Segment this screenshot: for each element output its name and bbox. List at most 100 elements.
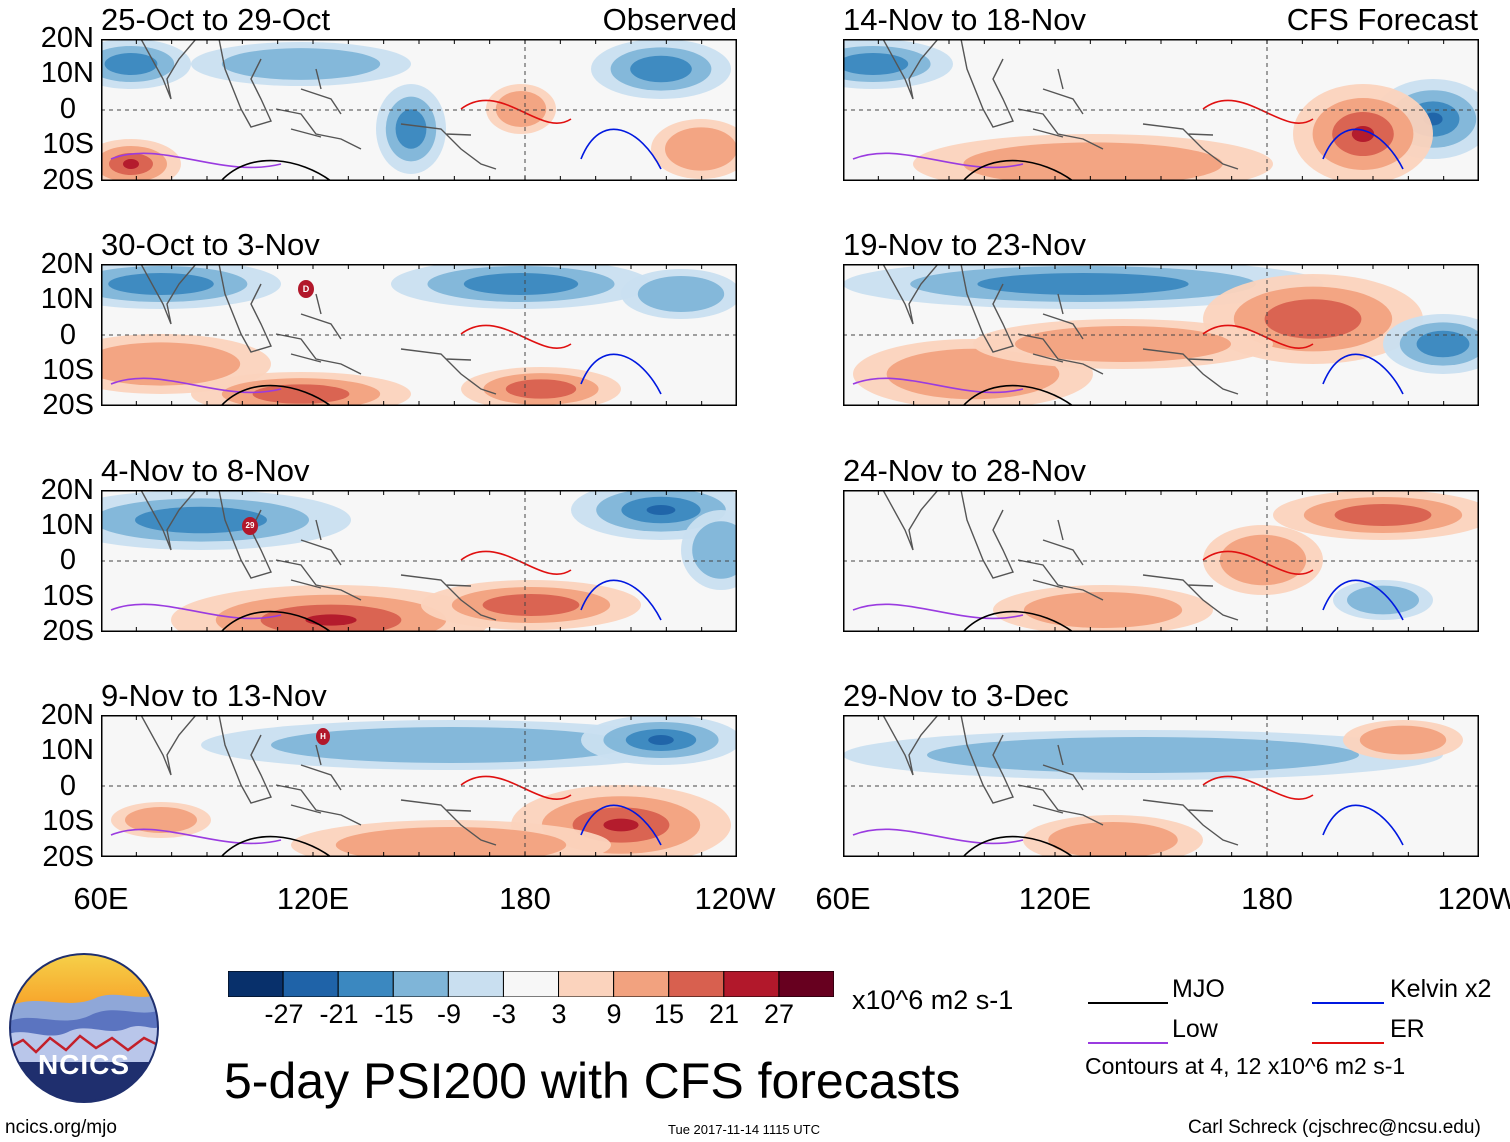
lat-label-eq: 0 <box>59 93 76 125</box>
anomaly-shading <box>495 91 547 127</box>
lat-label-eq: 0 <box>59 544 76 576</box>
lat-label-20n: 20N <box>40 248 94 280</box>
legend-label-kelvin: Kelvin x2 <box>1390 975 1492 1003</box>
lat-label-20n: 20N <box>40 699 94 731</box>
panel-title-4: 9-Nov to 13-Nov <box>101 678 327 713</box>
map-panel-4 <box>101 715 737 857</box>
contour-mjo <box>220 159 332 181</box>
colorbar-label: 15 <box>653 999 685 1029</box>
lon-label-120w: 120W <box>1437 881 1510 916</box>
lon-label-60e: 60E <box>73 881 129 916</box>
anomaly-shading <box>637 276 725 312</box>
anomaly-shading <box>603 818 639 832</box>
anomaly-shading <box>1264 299 1362 339</box>
anomaly-shading <box>482 594 580 616</box>
anomaly-shading <box>1359 725 1447 755</box>
contour-kelvin <box>580 579 662 621</box>
lat-label-10n: 10N <box>40 57 94 89</box>
legend-note: Contours at 4, 12 x10^6 m2 s-1 <box>1085 1053 1406 1079</box>
colorbar-swatch <box>668 971 725 997</box>
forecast-tag: CFS Forecast <box>1286 2 1478 37</box>
legend-line-er <box>1312 1042 1384 1044</box>
author-credit: Carl Schreck (cjschrec@ncsu.edu) <box>1188 1117 1481 1138</box>
anomaly-shading <box>1023 592 1183 628</box>
map-panel-1 <box>101 39 737 181</box>
colorbar-label: -3 <box>491 999 516 1029</box>
panel-title-7: 24-Nov to 28-Nov <box>843 453 1086 488</box>
panel-title-2: 30-Oct to 3-Nov <box>101 227 320 262</box>
colorbar-label: 27 <box>763 999 795 1029</box>
lat-label-20n: 20N <box>40 474 94 506</box>
contour-low <box>852 828 1024 845</box>
contour-mjo <box>962 610 1074 632</box>
colorbar-swatch <box>502 971 560 997</box>
anomaly-shading <box>104 53 158 75</box>
lon-label-180: 180 <box>499 881 551 916</box>
site-url[interactable]: ncics.org/mjo <box>5 1117 117 1138</box>
anomaly-shading <box>108 273 214 295</box>
units-label: x10^6 m2 s-1 <box>852 985 1014 1015</box>
logo-text: NCICS <box>37 1049 131 1080</box>
lat-label-eq: 0 <box>59 770 76 802</box>
contour-mjo <box>220 384 332 406</box>
colorbar-label: -21 <box>319 999 359 1029</box>
map-panel-7 <box>843 490 1479 632</box>
anomaly-shading <box>1048 822 1178 857</box>
coastline <box>882 490 1239 621</box>
lat-label-10n: 10N <box>40 509 94 541</box>
anomaly-shading <box>927 737 1359 773</box>
colorbar-label: -9 <box>436 999 461 1029</box>
panel-title-5: 14-Nov to 18-Nov <box>843 2 1086 37</box>
anomaly-shading <box>463 273 579 295</box>
anomaly-shading <box>221 48 381 80</box>
anomaly-shading <box>135 506 267 534</box>
contour-kelvin <box>580 804 662 846</box>
contour-mjo <box>962 159 1074 181</box>
storm-marker: 29 <box>242 517 258 535</box>
anomaly-shading <box>1347 585 1419 615</box>
colorbar-swatch <box>447 971 504 997</box>
colorbar-swatch <box>228 971 284 997</box>
colorbar-swatch <box>613 971 670 997</box>
contour-kelvin <box>580 353 662 395</box>
anomaly-shading <box>1219 534 1307 586</box>
anomaly-shading <box>101 342 241 386</box>
anomaly-shading <box>252 384 350 404</box>
lat-label-20s: 20S <box>42 164 94 196</box>
colorbar-label: -15 <box>374 999 414 1029</box>
anomaly-shading <box>271 727 631 763</box>
map-panel-8 <box>843 715 1479 857</box>
colorbar-label: 21 <box>708 999 740 1029</box>
map-panel-2 <box>101 264 737 406</box>
anomaly-shading <box>305 614 357 626</box>
ncics-logo <box>9 953 159 1103</box>
contour-kelvin <box>1322 128 1404 170</box>
legend-line-mjo <box>1088 1002 1168 1004</box>
colorbar-label: -27 <box>264 999 304 1029</box>
storm-marker: D <box>298 280 314 298</box>
colorbar-swatch <box>282 971 339 997</box>
coastline <box>140 490 497 621</box>
lon-label-180: 180 <box>1241 881 1293 916</box>
anomaly-shading <box>1416 330 1470 358</box>
lat-label-eq: 0 <box>59 319 76 351</box>
coastline <box>882 39 1239 170</box>
contour-kelvin <box>1322 804 1404 846</box>
anomaly-shading <box>648 735 674 745</box>
lat-label-20s: 20S <box>42 389 94 421</box>
anomaly-shading <box>646 505 676 515</box>
lon-label-120w: 120W <box>694 881 776 916</box>
coastline <box>882 264 1239 395</box>
colorbar <box>228 971 834 997</box>
contour-kelvin <box>1322 353 1404 395</box>
anomaly-shading <box>505 379 577 399</box>
lat-label-10s: 10S <box>42 128 94 160</box>
colorbar-label: 9 <box>606 999 622 1029</box>
anomaly-shading <box>665 127 737 171</box>
contour-mjo <box>220 835 332 857</box>
contour-low <box>110 377 282 394</box>
contour-low <box>110 152 282 169</box>
contour-mjo <box>220 610 332 632</box>
map-panel-6 <box>843 264 1479 406</box>
coastline <box>140 715 497 846</box>
